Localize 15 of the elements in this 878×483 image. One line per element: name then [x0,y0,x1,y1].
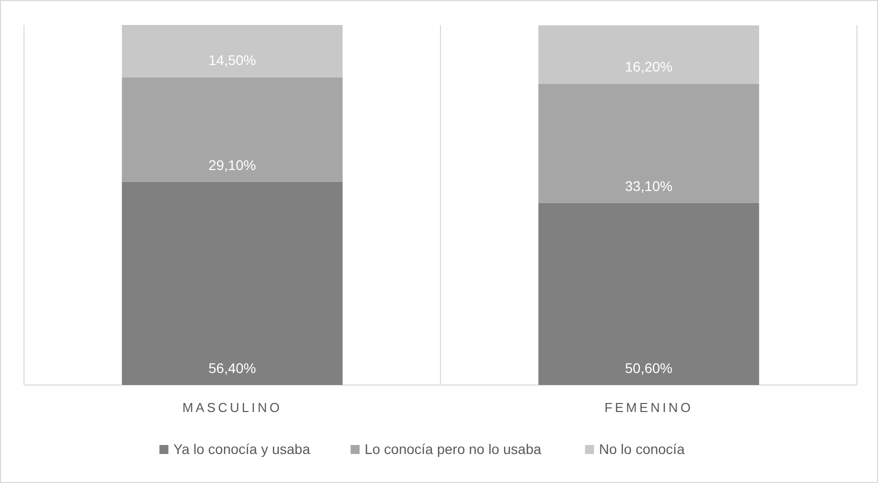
bar [538,25,760,84]
bar [538,84,760,203]
data-label: 33,10% [625,178,672,194]
bar [122,182,343,385]
legend-label: Ya lo conocía y usaba [173,441,310,457]
bar [122,25,343,78]
legend-label: Lo conocía pero no lo usaba [364,441,542,457]
x-tick-label: FEMENINO [604,400,694,415]
x-tick-label: MASCULINO [182,400,282,415]
data-label: 50,60% [625,360,672,376]
legend-label: No lo conocía [599,441,685,457]
data-label: 29,10% [208,156,256,173]
bar [538,202,760,385]
bar [122,77,343,182]
data-label: 56,40% [208,360,256,376]
